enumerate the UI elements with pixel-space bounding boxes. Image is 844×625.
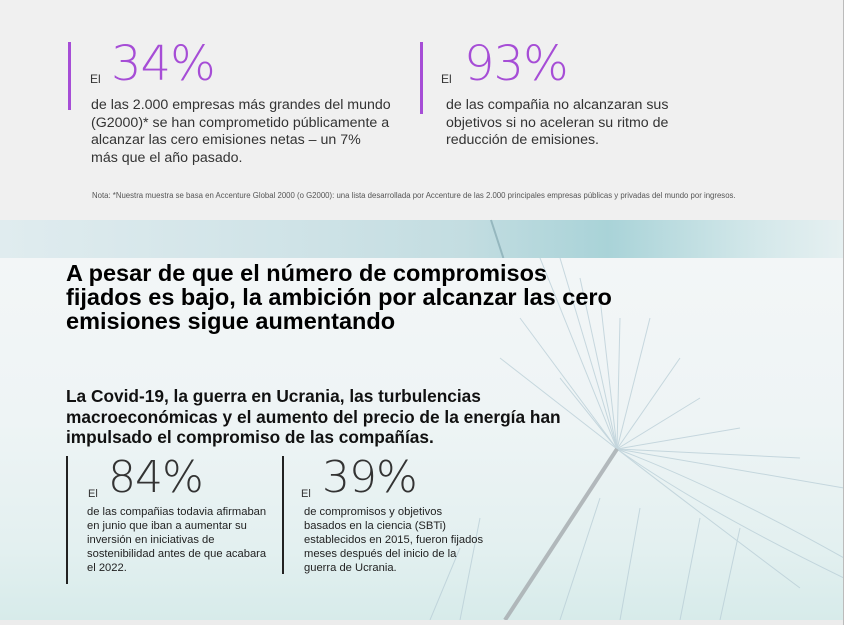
stat-percent: 93% — [464, 36, 569, 92]
stat-93-percent: El 93% de las compañia no alcanzaran sus… — [420, 36, 720, 152]
top-section: El 34% de las 2.000 empresas más grandes… — [0, 0, 844, 220]
stat-description: de las 2.000 empresas más grandes del mu… — [91, 97, 391, 166]
stat-34-percent: El 34% de las 2.000 empresas más grandes… — [68, 36, 398, 182]
stat-prefix: El — [301, 488, 311, 500]
bottom-section — [0, 258, 844, 620]
stat-prefix: El — [90, 72, 101, 86]
stat-description: de las compañia no alcanzaran sus objeti… — [446, 97, 669, 148]
accent-divider — [68, 42, 71, 110]
stat-description: de compromisos y objetivos basados en la… — [304, 506, 484, 574]
divider-line — [66, 456, 68, 584]
section-headline: A pesar de que el número de compromisos … — [66, 260, 612, 334]
bottom-page-edge — [0, 620, 844, 625]
stat-prefix: El — [441, 72, 452, 86]
divider-line — [282, 456, 284, 574]
section-subheadline: La Covid-19, la guerra en Ucrania, las t… — [66, 386, 561, 447]
footnote: Nota: *Nuestra muestra se basa en Accent… — [92, 191, 736, 200]
stat-description: de las compañias todavia afirmaban en ju… — [87, 506, 267, 574]
stat-84-percent: El 84% de las compañias todavia afirmaba… — [66, 452, 267, 606]
stat-percent: 84% — [108, 452, 204, 503]
accent-divider — [420, 42, 423, 114]
dandelion-illustration — [429, 258, 844, 620]
stat-prefix: El — [88, 488, 98, 500]
teal-divider-band — [0, 220, 844, 258]
stat-percent: 39% — [322, 452, 418, 503]
stat-39-percent: El 39% de compromisos y objetivos basado… — [282, 452, 484, 586]
stat-percent: 34% — [111, 36, 216, 92]
